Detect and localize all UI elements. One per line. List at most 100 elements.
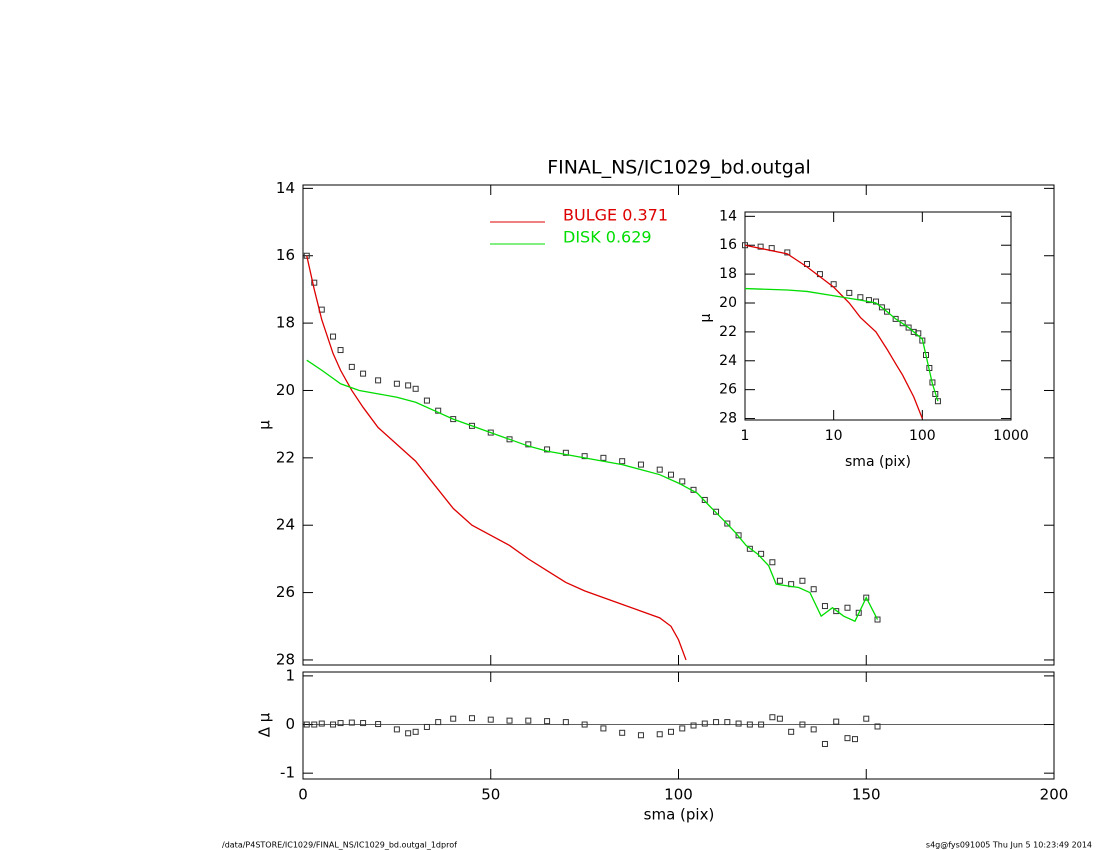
y-tick-label: 20 (276, 381, 295, 399)
data-point (844, 604, 851, 611)
plot-frame (302, 671, 1055, 780)
y-tick-label: 26 (719, 382, 737, 398)
data-point (788, 728, 795, 735)
data-point (934, 398, 941, 405)
data-point (735, 720, 742, 727)
y-axis-label: μ (256, 420, 274, 430)
model-line (306, 255, 687, 661)
y-axis-label: Δ μ (256, 712, 274, 737)
y-tick-label: 14 (276, 179, 295, 197)
data-point (360, 720, 367, 727)
y-tick-label: 24 (276, 516, 295, 534)
y-tick-label: 20 (719, 295, 737, 311)
data-point (405, 382, 412, 389)
model-line (744, 287, 939, 402)
data-point (746, 721, 753, 728)
data-point (330, 333, 337, 340)
data-point (600, 454, 607, 461)
y-tick-label: 26 (276, 583, 295, 601)
data-point (821, 603, 828, 610)
data-point (360, 370, 367, 377)
data-point (878, 304, 885, 311)
data-point (872, 298, 879, 305)
x-tick-label: 100 (909, 428, 936, 444)
data-point (851, 736, 858, 743)
y-tick-label: 22 (719, 324, 737, 340)
data-point (468, 715, 475, 722)
data-point (810, 726, 817, 733)
x-axis-label: sma (pix) (644, 806, 715, 824)
data-point (905, 324, 912, 331)
data-point (865, 297, 872, 304)
data-point (468, 422, 475, 429)
data-point (435, 719, 442, 726)
data-point (776, 715, 783, 722)
data-point (855, 609, 862, 616)
x-tick-label: 1000 (993, 428, 1029, 444)
data-point (450, 416, 457, 423)
data-point (330, 721, 337, 728)
y-tick-label: 16 (276, 246, 295, 264)
y-tick-label: 28 (276, 650, 295, 668)
data-point (713, 508, 720, 515)
data-point (784, 249, 791, 256)
model-line (306, 359, 879, 623)
data-point (701, 496, 708, 503)
data-point (846, 289, 853, 296)
y-tick-label: 0 (285, 715, 295, 733)
chart-title: FINAL_NS/IC1029_bd.outgal (547, 157, 811, 179)
data-point (884, 308, 891, 315)
data-point (667, 728, 674, 735)
x-tick-label: 10 (825, 428, 843, 444)
data-point (724, 719, 731, 726)
y-tick-label: 1 (285, 666, 295, 684)
data-point (735, 532, 742, 539)
data-point (412, 728, 419, 735)
data-point (525, 441, 532, 448)
data-point (619, 458, 626, 465)
data-point (487, 429, 494, 436)
data-point (637, 461, 644, 468)
data-point (656, 466, 663, 473)
data-point (679, 478, 686, 485)
x-tick-label: 100 (664, 786, 693, 804)
x-axis-label: sma (pix) (845, 454, 911, 470)
data-point (821, 740, 828, 747)
data-point (450, 715, 457, 722)
footer-path: /data/P4STORE/IC1029/FINAL_NS/IC1029_bd.… (222, 841, 457, 850)
data-point (656, 731, 663, 738)
model-line (744, 244, 923, 419)
data-point (506, 717, 513, 724)
data-point (525, 717, 532, 724)
data-point (423, 723, 430, 730)
data-point (405, 730, 412, 737)
data-point (581, 453, 588, 460)
data-point (562, 719, 569, 726)
y-tick-label: 24 (719, 353, 737, 369)
y-tick-label: 22 (276, 448, 295, 466)
x-tick-label: 150 (852, 786, 881, 804)
data-point (375, 377, 382, 384)
data-point (746, 545, 753, 552)
data-point (506, 436, 513, 443)
data-point (562, 449, 569, 456)
data-point (619, 729, 626, 736)
data-point (919, 337, 926, 344)
x-tick-label: 200 (1040, 786, 1069, 804)
data-point (679, 725, 686, 732)
data-point (701, 720, 708, 727)
data-point (833, 608, 840, 615)
data-point (393, 380, 400, 387)
data-point (724, 520, 731, 527)
y-tick-label: 16 (719, 237, 737, 253)
data-point (844, 735, 851, 742)
data-point (375, 721, 382, 728)
data-point (899, 320, 906, 327)
plot-frame (744, 211, 1012, 421)
data-point (833, 718, 840, 725)
x-tick-label: 1 (741, 428, 750, 444)
data-point (758, 550, 765, 557)
data-point (757, 243, 764, 250)
data-point (874, 616, 881, 623)
legend-label: BULGE 0.371 (563, 206, 668, 225)
